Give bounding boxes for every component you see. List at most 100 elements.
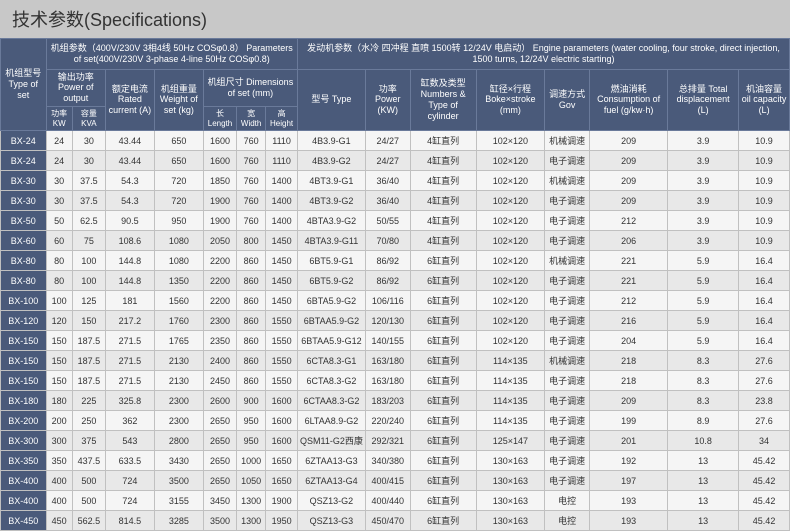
table-cell: 6缸直列	[410, 391, 476, 411]
table-cell: 760	[237, 211, 266, 231]
table-cell: 1600	[266, 431, 298, 451]
table-cell: 10.9	[739, 211, 790, 231]
table-cell: 电子调速	[545, 331, 590, 351]
table-cell: 电子调速	[545, 371, 590, 391]
table-cell: 5.9	[668, 291, 739, 311]
table-cell: 144.8	[105, 271, 154, 291]
table-cell: 机械调速	[545, 131, 590, 151]
table-cell: 181	[105, 291, 154, 311]
table-cell: 6缸直列	[410, 291, 476, 311]
table-cell: BX-150	[1, 351, 47, 371]
col-powerout: 输出功率 Power of output	[46, 69, 105, 106]
table-cell: 192	[590, 451, 668, 471]
table-cell: 271.5	[105, 351, 154, 371]
col-gov: 调速方式 Gov	[545, 69, 590, 131]
table-cell: 1550	[266, 351, 298, 371]
table-cell: 23.8	[739, 391, 790, 411]
table-cell: 36/40	[365, 191, 410, 211]
table-row: BX-180180225325.82300260090016006CTAA8.3…	[1, 391, 790, 411]
table-cell: 144.8	[105, 251, 154, 271]
table-cell: 201	[590, 431, 668, 451]
table-cell: 250	[72, 411, 105, 431]
table-cell: 106/116	[365, 291, 410, 311]
table-cell: 130×163	[476, 491, 545, 511]
table-cell: 760	[237, 151, 266, 171]
table-cell: BX-150	[1, 331, 47, 351]
table-cell: 150	[72, 311, 105, 331]
table-cell: 2130	[154, 351, 203, 371]
table-row: BX-40040050072435002650105016506ZTAA13-G…	[1, 471, 790, 491]
table-cell: 4缸直列	[410, 211, 476, 231]
table-cell: 3500	[154, 471, 203, 491]
page-title: 技术参数(Specifications)	[0, 0, 790, 38]
table-cell: 900	[237, 391, 266, 411]
table-cell: 2650	[203, 411, 236, 431]
table-cell: 187.5	[72, 331, 105, 351]
table-cell: 24/27	[365, 131, 410, 151]
table-cell: 电子调速	[545, 191, 590, 211]
table-cell: 86/92	[365, 251, 410, 271]
table-cell: 6CTAA8.3-G2	[298, 391, 366, 411]
table-cell: 4B3.9-G2	[298, 151, 366, 171]
col-weight: 机组重量 Weight of set (kg)	[154, 69, 203, 131]
table-row: BX-303037.554.3720185076014004BT3.9-G136…	[1, 171, 790, 191]
table-cell: 2650	[203, 451, 236, 471]
table-cell: 125×147	[476, 431, 545, 451]
table-cell: 114×135	[476, 391, 545, 411]
table-cell: 6ZTAA13-G4	[298, 471, 366, 491]
table-cell: 130×163	[476, 451, 545, 471]
table-cell: 2800	[154, 431, 203, 451]
table-cell: 1900	[203, 191, 236, 211]
table-cell: 4缸直列	[410, 191, 476, 211]
table-cell: 860	[237, 251, 266, 271]
table-cell: 150	[46, 371, 72, 391]
table-cell: BX-100	[1, 291, 47, 311]
table-cell: BX-120	[1, 311, 47, 331]
table-cell: 电子调速	[545, 151, 590, 171]
table-cell: 10.9	[739, 171, 790, 191]
table-cell: 8.3	[668, 371, 739, 391]
table-cell: 45.42	[739, 491, 790, 511]
table-cell: 机械调速	[545, 171, 590, 191]
table-cell: 100	[72, 251, 105, 271]
table-cell: 114×135	[476, 371, 545, 391]
table-wrap: 机组型号 Type of set 机组参数（400V/230V 3相4线 50H…	[0, 38, 790, 531]
table-cell: 860	[237, 331, 266, 351]
table-cell: 400/415	[365, 471, 410, 491]
table-cell: 2350	[203, 331, 236, 351]
col-kva: 容量KVA	[72, 106, 105, 130]
table-cell: 3155	[154, 491, 203, 511]
table-row: BX-4004005007243155345013001900QSZ13-G24…	[1, 491, 790, 511]
table-cell: 218	[590, 351, 668, 371]
table-cell: 225	[72, 391, 105, 411]
table-cell: 1300	[237, 491, 266, 511]
table-cell: 6CTA8.3-G2	[298, 371, 366, 391]
table-cell: BX-50	[1, 211, 47, 231]
table-cell: 5.9	[668, 331, 739, 351]
table-cell: 90.5	[105, 211, 154, 231]
table-cell: 16.4	[739, 251, 790, 271]
table-head: 机组型号 Type of set 机组参数（400V/230V 3相4线 50H…	[1, 39, 790, 131]
table-cell: 800	[237, 231, 266, 251]
table-cell: 2650	[203, 431, 236, 451]
table-cell: 724	[105, 491, 154, 511]
table-row: BX-24243043.44650160076011104B3.9-G224/2…	[1, 151, 790, 171]
table-cell: 24/27	[365, 151, 410, 171]
table-cell: 400	[46, 491, 72, 511]
table-cell: 860	[237, 311, 266, 331]
table-cell: 3430	[154, 451, 203, 471]
table-cell: 2450	[203, 371, 236, 391]
table-cell: 340/380	[365, 451, 410, 471]
table-cell: 150	[46, 351, 72, 371]
table-cell: BX-30	[1, 171, 47, 191]
table-cell: 212	[590, 211, 668, 231]
table-cell: 1850	[203, 171, 236, 191]
table-cell: 2050	[203, 231, 236, 251]
table-cell: 1450	[266, 271, 298, 291]
table-cell: 102×120	[476, 311, 545, 331]
table-cell: 209	[590, 131, 668, 151]
table-cell: 271.5	[105, 331, 154, 351]
table-row: BX-303037.554.3720190076014004BT3.9-G236…	[1, 191, 790, 211]
table-cell: 362	[105, 411, 154, 431]
spec-table: 机组型号 Type of set 机组参数（400V/230V 3相4线 50H…	[0, 38, 790, 531]
